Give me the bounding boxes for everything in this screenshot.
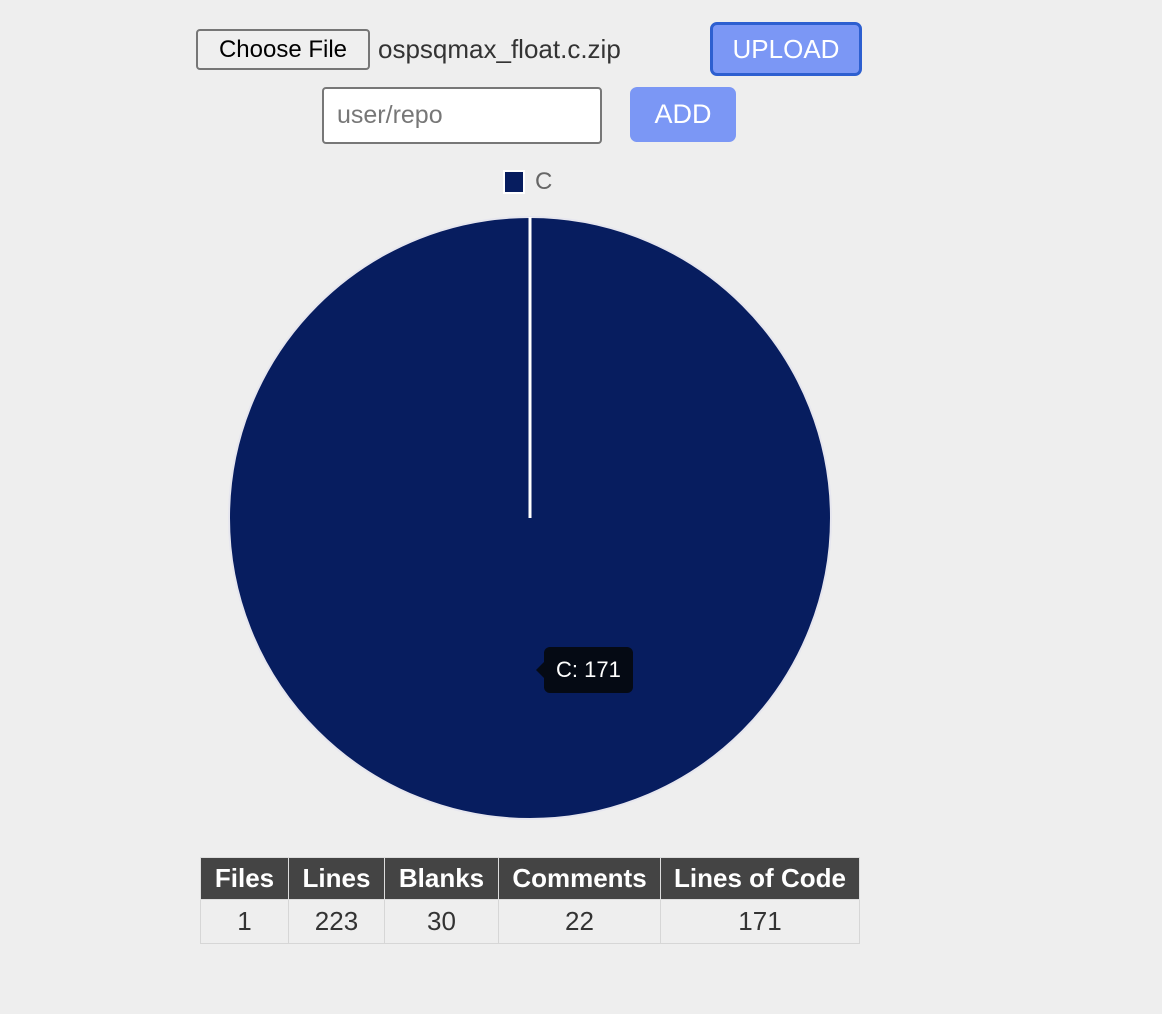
repo-input[interactable]: [322, 87, 602, 144]
header-files: Files: [200, 857, 289, 900]
legend-swatch-c: [503, 170, 525, 194]
legend-label: C: [535, 168, 553, 195]
add-repo-button[interactable]: ADD: [630, 87, 736, 142]
header-comments: Comments: [498, 857, 661, 900]
table-header-row: Files Lines Blanks Comments Lines of Cod…: [200, 857, 860, 900]
cell-lines-of-code: 171: [660, 899, 860, 944]
stats-table: Files Lines Blanks Comments Lines of Cod…: [200, 857, 860, 944]
cell-comments: 22: [498, 899, 661, 944]
cell-lines: 223: [288, 899, 385, 944]
cell-files: 1: [200, 899, 289, 944]
header-blanks: Blanks: [384, 857, 499, 900]
cell-blanks: 30: [384, 899, 499, 944]
selected-file-name: ospsqmax_float.c.zip: [378, 34, 621, 64]
header-lines: Lines: [288, 857, 385, 900]
choose-file-button[interactable]: Choose File: [196, 29, 370, 70]
header-lines-of-code: Lines of Code: [660, 857, 860, 900]
table-row: 1 223 30 22 171: [200, 899, 860, 944]
upload-button[interactable]: UPLOAD: [710, 22, 862, 76]
chart-tooltip: C: 171: [536, 647, 633, 693]
chart-legend[interactable]: C: [503, 168, 552, 196]
